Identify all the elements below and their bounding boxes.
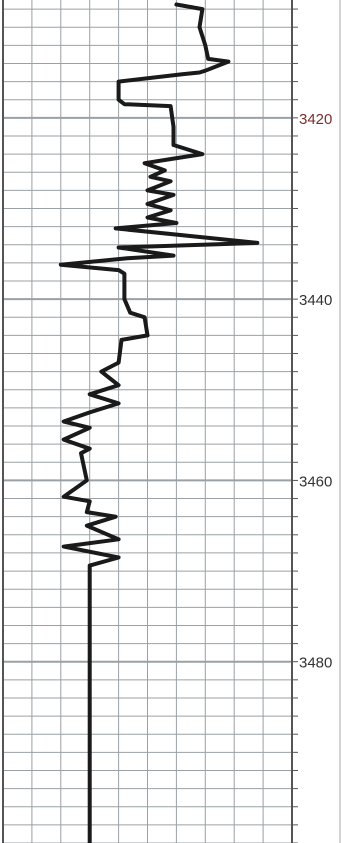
depth-label: 3460: [299, 473, 332, 490]
depth-label: 3440: [299, 292, 332, 309]
depth-label: 3420: [299, 111, 332, 128]
grid: [3, 0, 292, 843]
log-curve-layer: [58, 2, 260, 843]
log-curve: [58, 2, 260, 843]
depth-labels: 3420 3440 3460 3480: [292, 8, 332, 843]
depth-label: 3480: [299, 655, 332, 672]
